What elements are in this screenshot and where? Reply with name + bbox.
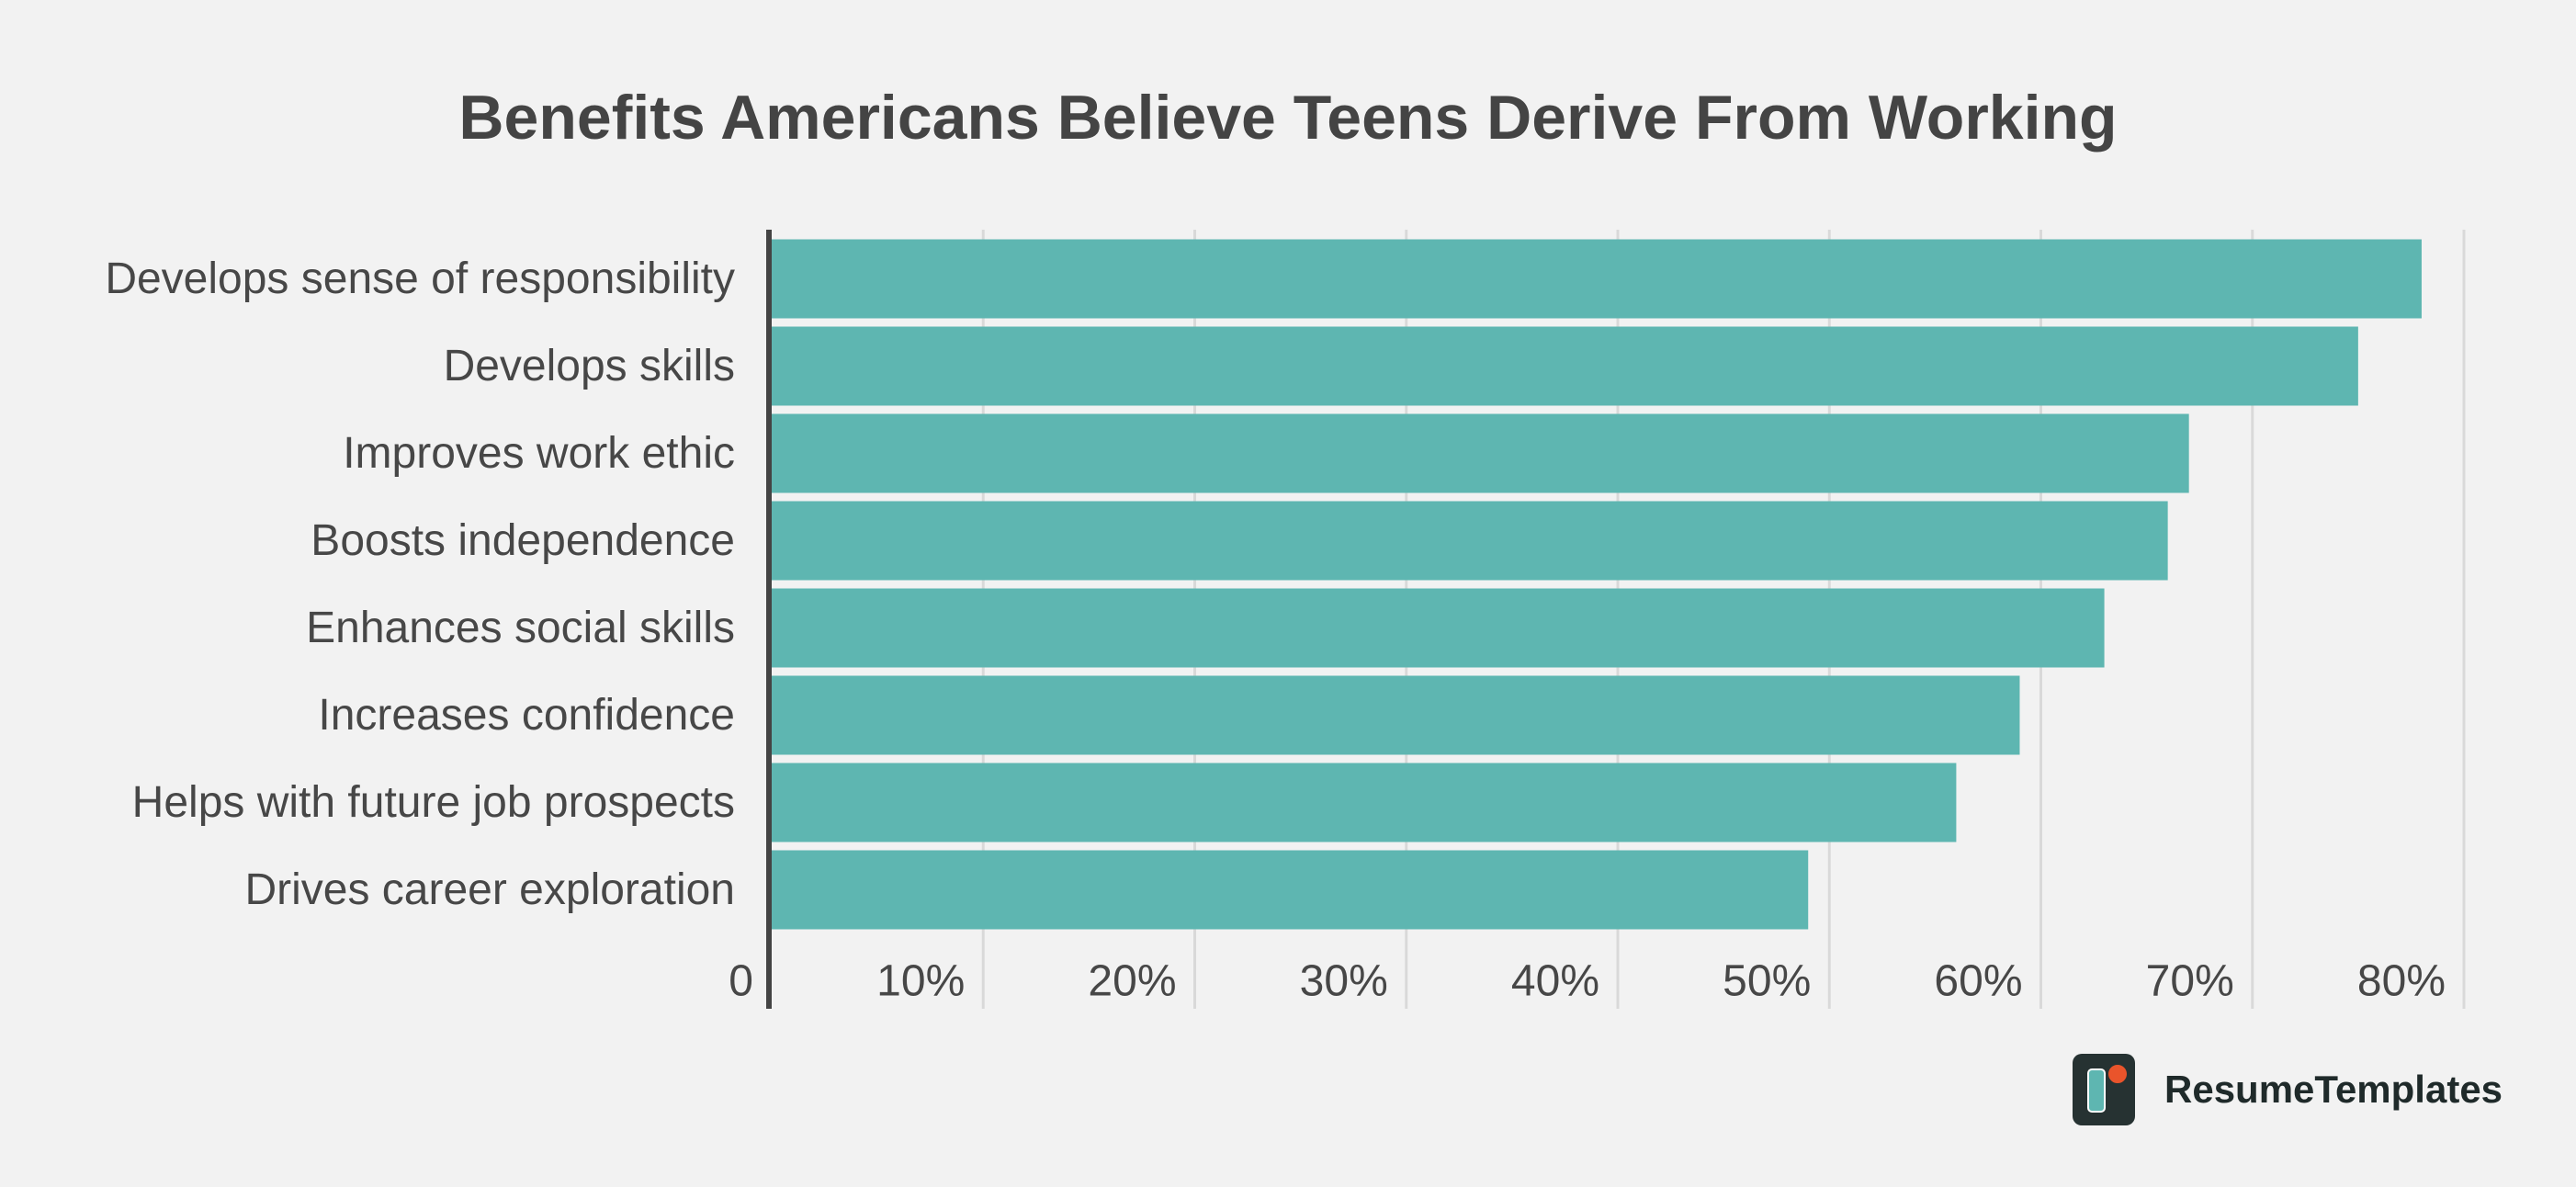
x-axis-ticks: 0 10% 20% 30% 40% 50% 60% 70% 80% bbox=[729, 957, 2446, 1006]
category-label-1: Develops sense of responsibility bbox=[105, 254, 735, 303]
x-tick-label-60: 60% bbox=[1934, 957, 2022, 1006]
x-tick-label-40: 40% bbox=[1511, 957, 1599, 1006]
brand-name: ResumeTemplates bbox=[2164, 1068, 2503, 1111]
category-label-5: Enhances social skills bbox=[306, 604, 735, 652]
bar-4 bbox=[772, 501, 2168, 581]
bars bbox=[772, 239, 2422, 930]
bar-7 bbox=[772, 763, 1957, 842]
chart-title: Benefits Americans Believe Teens Derive … bbox=[458, 83, 2118, 153]
resumetemplates-logo-icon bbox=[2073, 1054, 2135, 1125]
category-label-2: Develops skills bbox=[444, 342, 735, 390]
category-label-8: Drives career exploration bbox=[244, 865, 735, 914]
x-tick-label-80: 80% bbox=[2357, 957, 2446, 1006]
bar-6 bbox=[772, 675, 2020, 755]
x-tick-label-0: 0 bbox=[729, 957, 753, 1006]
x-tick-label-30: 30% bbox=[1300, 957, 1388, 1006]
bar-5 bbox=[772, 588, 2105, 668]
x-tick-label-70: 70% bbox=[2146, 957, 2234, 1006]
bar-8 bbox=[772, 850, 1809, 930]
bar-3 bbox=[772, 413, 2189, 493]
category-label-7: Helps with future job prospects bbox=[132, 778, 735, 827]
category-label-3: Improves work ethic bbox=[343, 429, 735, 478]
category-label-6: Increases confidence bbox=[318, 691, 735, 740]
bar-1 bbox=[772, 239, 2422, 319]
x-tick-label-10: 10% bbox=[876, 957, 965, 1006]
brand: ResumeTemplates bbox=[2073, 1053, 2503, 1126]
x-tick-label-20: 20% bbox=[1088, 957, 1176, 1006]
x-tick-label-50: 50% bbox=[1723, 957, 1811, 1006]
category-labels: Develops sense of responsibility Develops… bbox=[105, 254, 735, 914]
bar-2 bbox=[772, 326, 2358, 406]
category-label-4: Boosts independence bbox=[311, 516, 735, 565]
